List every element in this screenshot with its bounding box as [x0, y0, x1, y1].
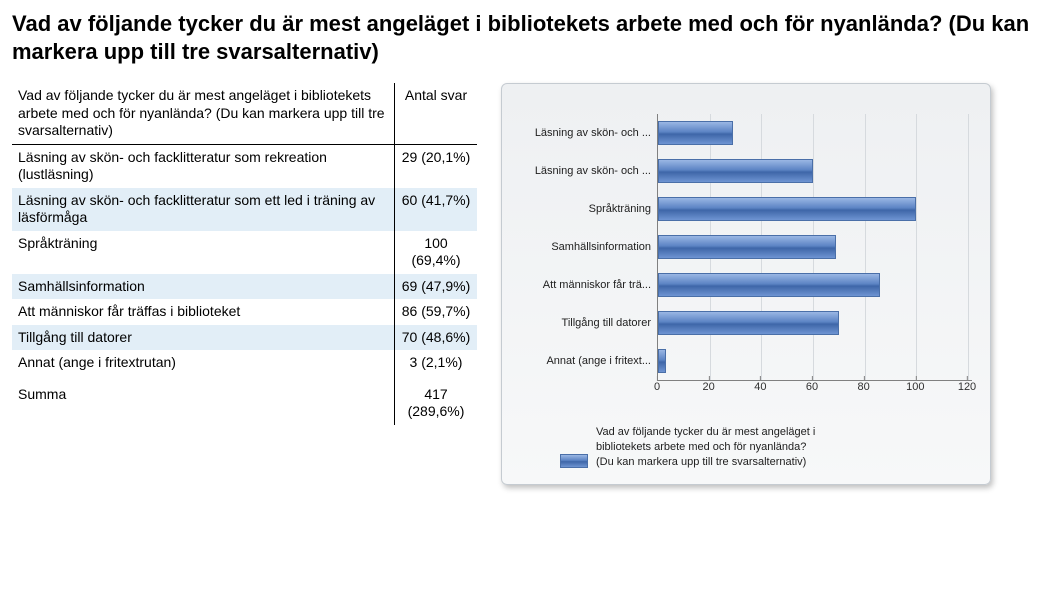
table-sum-row: Summa417 (289,6%) [12, 376, 477, 425]
table-sum-count: 417 (289,6%) [395, 376, 478, 425]
chart-x-tick: 40 [754, 381, 766, 393]
chart-y-label: Läsning av skön- och ... [512, 152, 657, 190]
table-cell-label: Språkträning [12, 231, 395, 274]
table-row: Läsning av skön- och facklitteratur som … [12, 144, 477, 188]
chart-legend: Vad av följande tycker du är mest angelä… [560, 425, 972, 470]
chart-bar-row [658, 266, 972, 304]
table-cell-count: 86 (59,7%) [395, 299, 478, 325]
chart-plot [657, 114, 972, 381]
chart-bar-row [658, 152, 972, 190]
chart-bar [658, 273, 880, 297]
chart-x-tick: 60 [806, 381, 818, 393]
table-row: Språkträning100 (69,4%) [12, 231, 477, 274]
chart-panel: Läsning av skön- och ...Läsning av skön-… [501, 83, 991, 485]
table-cell-label: Samhällsinformation [12, 274, 395, 300]
legend-text: Vad av följande tycker du är mest angelä… [596, 425, 826, 470]
table-cell-label: Att människor får träffas i biblioteket [12, 299, 395, 325]
table-cell-count: 3 (2,1%) [395, 350, 478, 376]
chart-bar-row [658, 342, 972, 380]
chart-y-label: Läsning av skön- och ... [512, 114, 657, 152]
page-title: Vad av följande tycker du är mest angelä… [12, 10, 1044, 65]
results-table: Vad av följande tycker du är mest angelä… [12, 83, 477, 425]
chart-y-label: Att människor får trä... [512, 266, 657, 304]
table-cell-count: 29 (20,1%) [395, 144, 478, 188]
chart-x-tick: 80 [858, 381, 870, 393]
chart-bar-row [658, 114, 972, 152]
chart-y-labels: Läsning av skön- och ...Läsning av skön-… [512, 114, 657, 381]
table-cell-label: Tillgång till datorer [12, 325, 395, 351]
chart-bar [658, 121, 733, 145]
chart-bar [658, 159, 813, 183]
table-cell-count: 69 (47,9%) [395, 274, 478, 300]
table-cell-label: Läsning av skön- och facklitteratur som … [12, 144, 395, 188]
table-cell-count: 100 (69,4%) [395, 231, 478, 274]
table-row: Läsning av skön- och facklitteratur som … [12, 188, 477, 231]
table-cell-label: Läsning av skön- och facklitteratur som … [12, 188, 395, 231]
table-cell-count: 70 (48,6%) [395, 325, 478, 351]
table-row: Samhällsinformation69 (47,9%) [12, 274, 477, 300]
chart-y-label: Tillgång till datorer [512, 304, 657, 342]
chart-y-label: Samhällsinformation [512, 228, 657, 266]
table-sum-label: Summa [12, 376, 395, 425]
chart-bar [658, 235, 836, 259]
table-header-question: Vad av följande tycker du är mest angelä… [12, 83, 395, 144]
table-row: Att människor får träffas i biblioteket8… [12, 299, 477, 325]
table-cell-label: Annat (ange i fritextrutan) [12, 350, 395, 376]
table-cell-count: 60 (41,7%) [395, 188, 478, 231]
chart-bar [658, 197, 916, 221]
table-row: Annat (ange i fritextrutan)3 (2,1%) [12, 350, 477, 376]
chart-y-label: Språkträning [512, 190, 657, 228]
table-header-count: Antal svar [395, 83, 478, 144]
chart-bar [658, 349, 666, 373]
table-row: Tillgång till datorer70 (48,6%) [12, 325, 477, 351]
chart-bar [658, 311, 839, 335]
chart-x-axis: 020406080100120 [657, 381, 967, 403]
chart-y-label: Annat (ange i fritext... [512, 342, 657, 380]
chart-x-tick: 100 [906, 381, 924, 393]
legend-swatch [560, 454, 588, 468]
chart-bar-row [658, 190, 972, 228]
chart-x-tick: 0 [654, 381, 660, 393]
chart-x-tick: 20 [703, 381, 715, 393]
chart-x-tick: 120 [958, 381, 976, 393]
chart-bar-row [658, 228, 972, 266]
chart-bar-row [658, 304, 972, 342]
